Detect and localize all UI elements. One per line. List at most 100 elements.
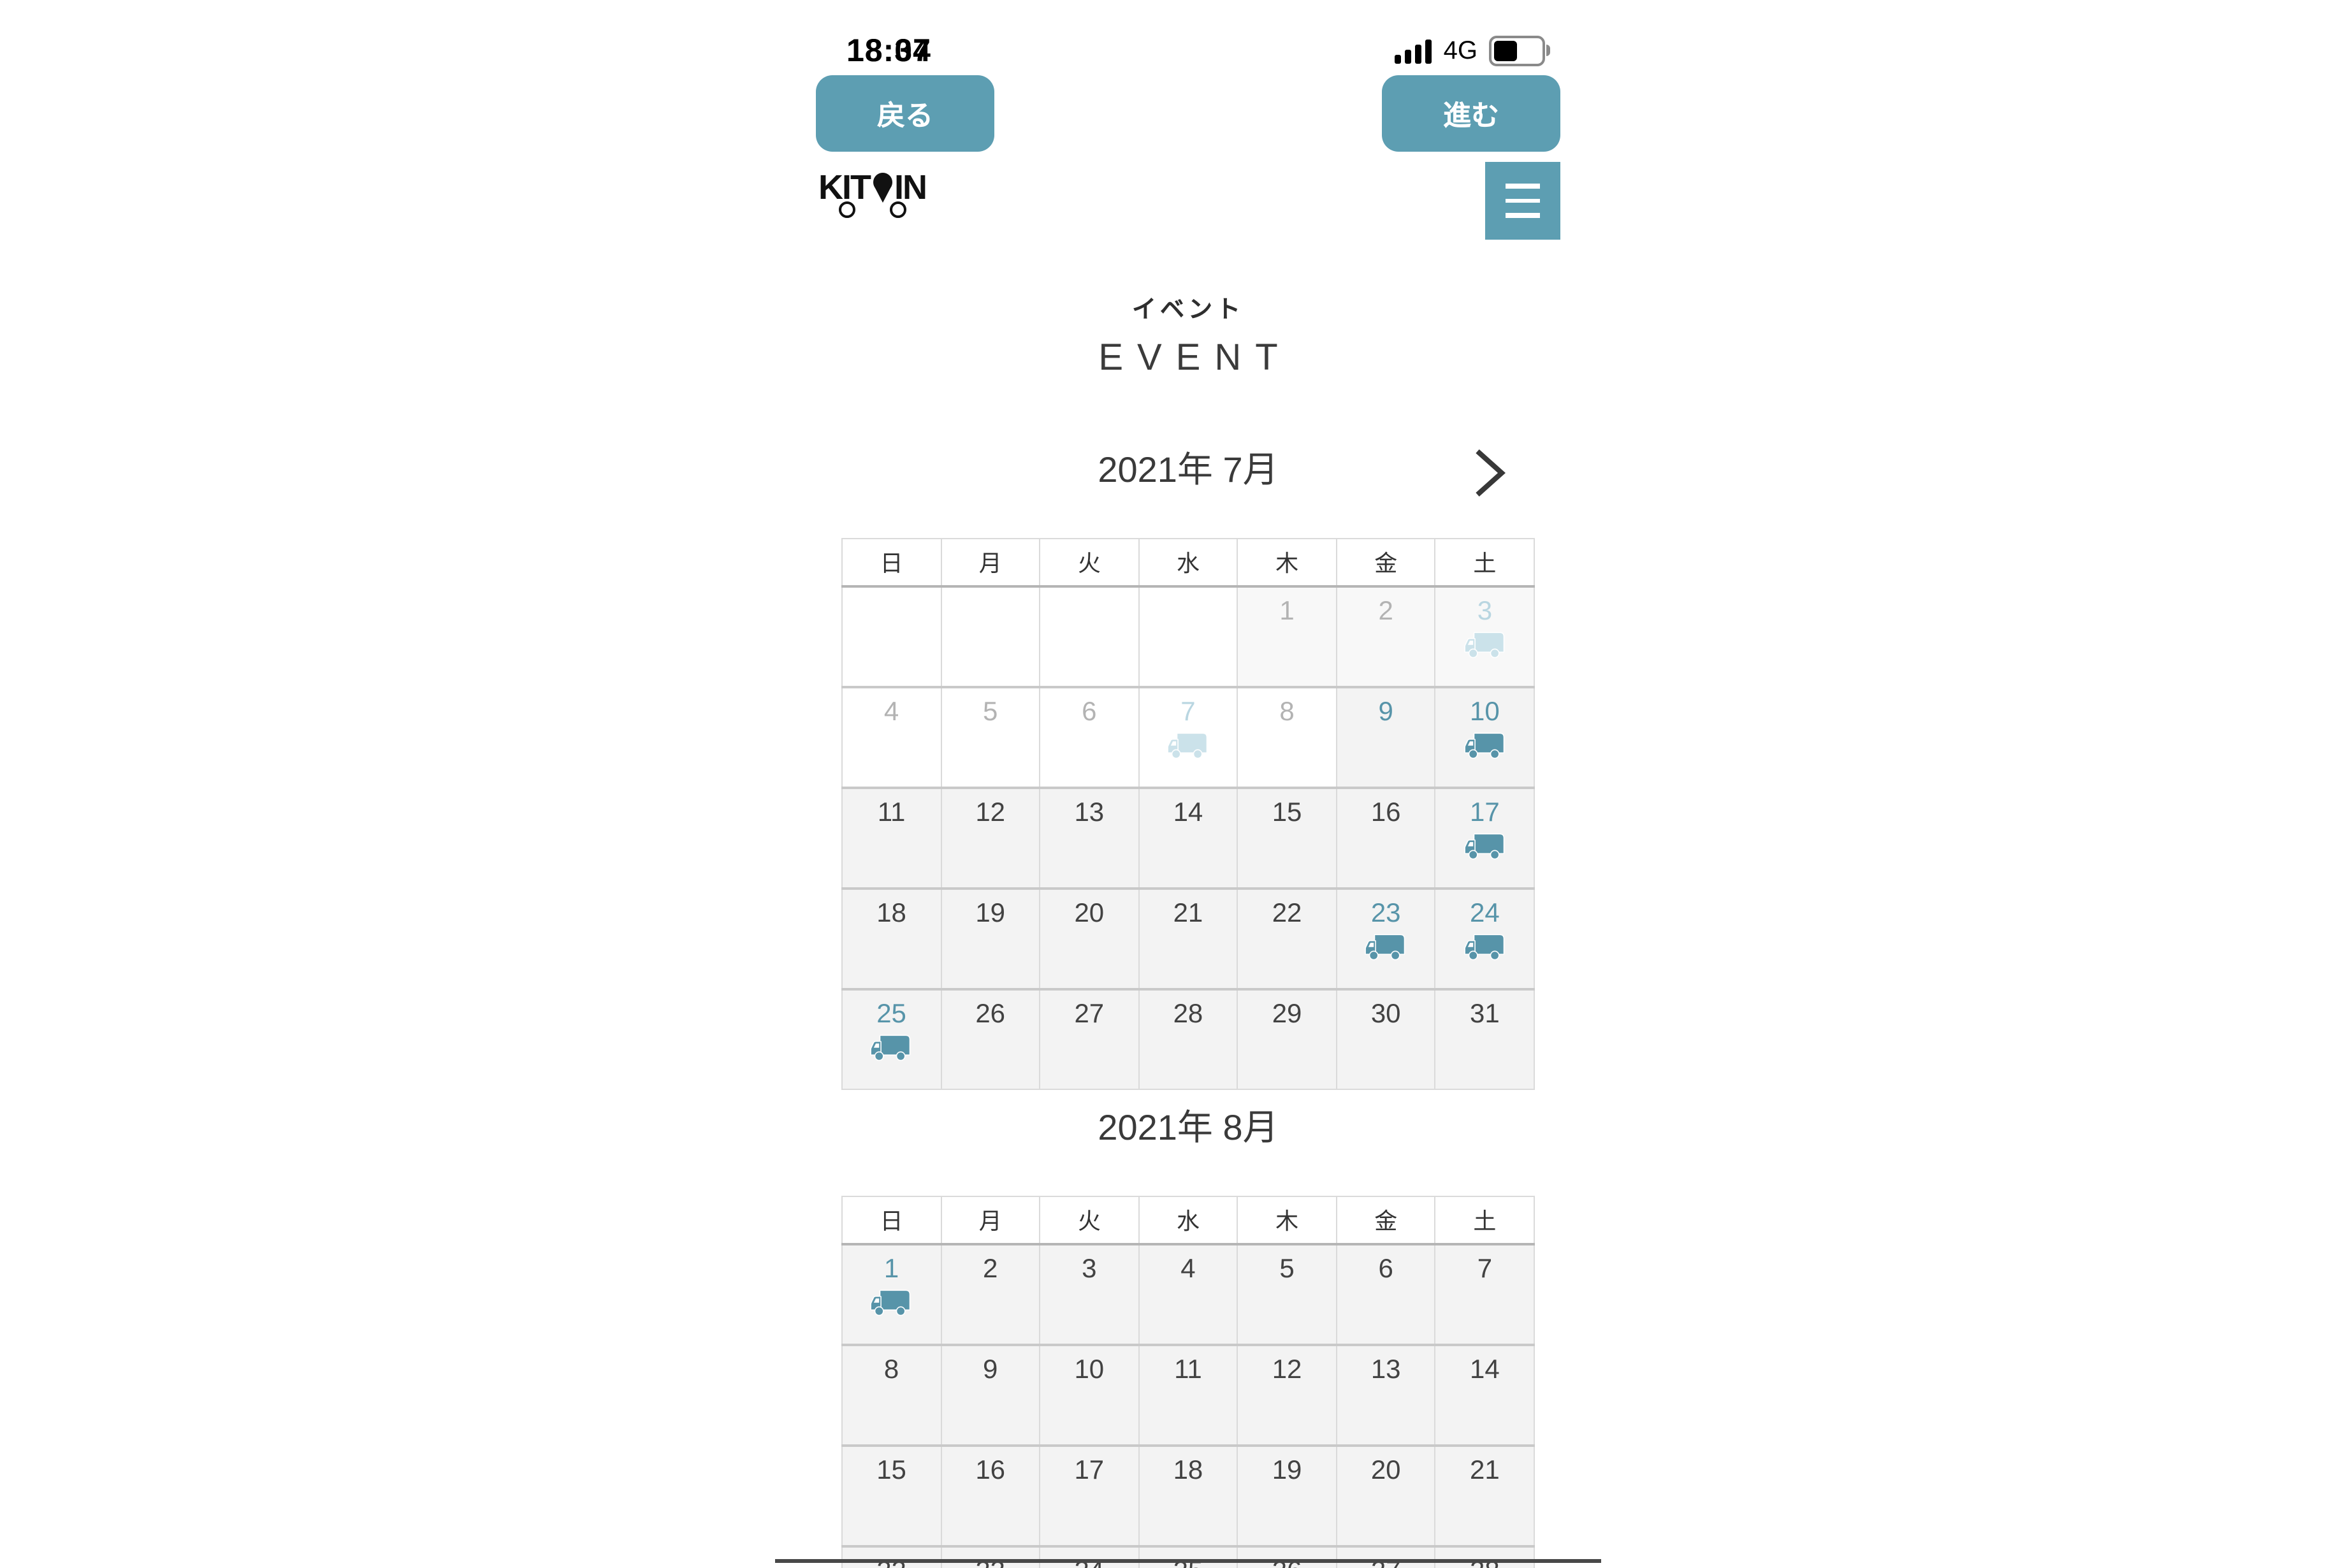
calendar-week-row: 15 16 17 18 19 20 21 [841,1444,1535,1547]
calendar-day-cell: 22 [1237,887,1337,990]
kitchen-car-icon [1463,632,1504,658]
day-number: 13 [1370,1355,1401,1384]
calendar-day-cell: 7 [1434,1243,1535,1346]
day-number: 29 [1272,999,1302,1029]
calendar-week-row: 8 9 10 11 12 13 14 [841,1344,1535,1446]
day-number: 18 [876,899,906,928]
weekday-header: 土 [1434,538,1535,588]
day-number: 11 [877,798,906,827]
day-number: 14 [1470,1355,1500,1384]
calendar-month-header: 2021年 7月 [841,441,1535,500]
calendar-day-cell: 16 [940,1444,1041,1547]
calendar-day-cell: 25 [1138,1545,1238,1568]
calendar-day-cell[interactable]: 7 [1138,686,1238,788]
calendar-day-cell[interactable]: 23 [1335,887,1436,990]
calendar-day-cell[interactable]: 10 [1434,686,1535,788]
forward-button[interactable]: 進む [1382,75,1560,152]
weekday-header: 水 [1138,1196,1238,1245]
calendar-day-cell: 13 [1335,1344,1436,1446]
day-number: 30 [1370,999,1401,1029]
calendar-day-cell: 14 [1434,1344,1535,1446]
calendar-day-cell[interactable]: 24 [1434,887,1535,990]
next-month-arrow[interactable] [1474,447,1507,502]
day-number: 5 [1279,1254,1295,1284]
weekday-header: 木 [1237,538,1337,588]
day-number: 22 [1272,899,1302,928]
calendar-day-cell[interactable]: 25 [841,988,942,1090]
day-number: 9 [1378,697,1393,727]
calendar-day-cell: 21 [1138,887,1238,990]
day-number: 12 [975,798,1006,827]
weekday-header: 木 [1237,1196,1337,1245]
day-number: 13 [1074,798,1105,827]
back-button[interactable]: 戻る [816,75,994,152]
month-label: 2021年 7月 [1098,450,1279,490]
calendar-day-cell: 22 [841,1545,942,1568]
hamburger-icon [1506,184,1540,189]
day-number: 21 [1173,899,1203,928]
calendar-day-cell: 27 [1039,988,1140,1090]
calendar-day-cell[interactable]: 3 [1434,585,1535,688]
day-number: 2 [983,1254,998,1284]
calendar-day-cell: 28 [1138,988,1238,1090]
day-number: 18 [1173,1456,1203,1485]
weekday-header: 日 [841,1196,942,1245]
weekday-header: 月 [940,1196,1041,1245]
day-number: 14 [1173,798,1203,827]
calendar-day-cell: 23 [940,1545,1041,1568]
day-number: 16 [975,1456,1006,1485]
day-number: 1 [1279,597,1295,626]
day-number: 28 [1173,999,1203,1029]
calendar-day-cell: 13 [1039,787,1140,889]
day-number: 23 [1370,899,1401,928]
day-number: 12 [1272,1355,1302,1384]
calendar-day-cell: 12 [940,787,1041,889]
calendar-day-cell: 11 [1138,1344,1238,1446]
weekday-header: 土 [1434,1196,1535,1245]
calendar-day-cell: 20 [1335,1444,1436,1547]
day-number: 10 [1074,1355,1105,1384]
calendar-day-cell: 8 [841,1344,942,1446]
page-title-japanese: イベント [1131,297,1244,324]
day-number: 4 [883,697,899,727]
day-number: 19 [975,899,1006,928]
weekday-header: 火 [1039,538,1140,588]
day-number: 6 [1082,697,1097,727]
calendar-day-cell: 3 [1039,1243,1140,1346]
signal-strength-icon [1395,39,1432,63]
calendar-week-row: 11 12 13 14 15 16 17 [841,787,1535,889]
mobile-viewport: 18:04 18:37 4G 戻る 進む KIT IN イベン [775,0,1601,1568]
day-number: 17 [1074,1456,1105,1485]
page-header: イベント EVENT [775,291,1601,380]
calendar-day-cell [841,585,942,688]
network-type-label: 4G [1443,36,1477,64]
status-clock: 18:04 18:37 [846,33,931,70]
day-number: 20 [1370,1456,1401,1485]
day-number: 15 [876,1456,906,1485]
calendar-day-cell: 19 [1237,1444,1337,1547]
hamburger-menu-button[interactable] [1485,162,1560,240]
kitchen-car-icon [870,1034,911,1061]
event-calendar-table: 日月火水木金土 1 2 3 4 5 6 7 8 9 10 11 12 13 14 15 16 17 18 19 20 2… [841,538,1535,1090]
day-number: 24 [1470,899,1500,928]
calendar-day-cell: 16 [1335,787,1436,889]
kitchen-car-icon [1365,934,1405,961]
kitchen-car-icon [1463,833,1504,860]
calendar-day-cell: 17 [1039,1444,1140,1547]
calendar-day-cell: 9 [940,1344,1041,1446]
kitoin-logo[interactable]: KIT IN [818,168,927,232]
calendar-day-cell: 12 [1237,1344,1337,1446]
status-indicators: 4G [1395,36,1550,66]
calendar-day-cell: 27 [1335,1545,1436,1568]
day-number: 20 [1074,899,1105,928]
calendar-day-cell: 10 [1039,1344,1140,1446]
calendar-day-cell: 15 [841,1444,942,1547]
calendar-day-cell[interactable]: 1 [841,1243,942,1346]
calendar-day-cell[interactable]: 9 [1335,686,1436,788]
day-number: 5 [983,697,998,727]
calendar-day-cell[interactable]: 17 [1434,787,1535,889]
calendar-day-cell: 21 [1434,1444,1535,1547]
day-number: 15 [1272,798,1302,827]
